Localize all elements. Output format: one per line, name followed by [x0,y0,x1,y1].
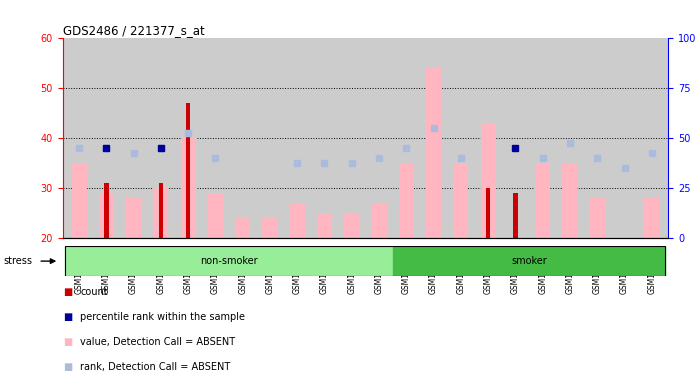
Text: ■: ■ [63,362,72,372]
Text: non-smoker: non-smoker [200,256,258,266]
Bar [317,213,332,238]
Bar [290,203,305,238]
Bar [481,123,496,238]
Text: ■: ■ [63,312,72,322]
Bar [453,163,468,238]
Bar [535,163,551,238]
Bar [186,103,191,238]
Bar [372,203,386,238]
Bar [235,218,250,238]
Bar [180,138,196,238]
Text: stress: stress [3,256,33,266]
Bar [262,218,278,238]
Text: GDS2486 / 221377_s_at: GDS2486 / 221377_s_at [63,24,205,37]
Bar [159,183,163,238]
Text: percentile rank within the sample: percentile rank within the sample [80,312,245,322]
Bar [399,163,414,238]
Bar [153,188,168,238]
Bar [126,198,141,238]
Text: ■: ■ [63,337,72,347]
Bar [644,198,659,238]
Text: ■: ■ [63,287,72,297]
Text: rank, Detection Call = ABSENT: rank, Detection Call = ABSENT [80,362,230,372]
Text: smoker: smoker [511,256,547,266]
Bar [72,163,86,238]
Bar [513,193,518,238]
Bar [208,193,223,238]
Text: value, Detection Call = ABSENT: value, Detection Call = ABSENT [80,337,235,347]
Bar [345,213,359,238]
Bar [486,188,491,238]
Bar [426,68,441,238]
Bar [590,198,605,238]
Bar [393,246,665,276]
Bar [104,183,109,238]
Text: count: count [80,287,108,297]
Bar [562,163,578,238]
Bar [99,193,113,238]
Bar [65,246,393,276]
